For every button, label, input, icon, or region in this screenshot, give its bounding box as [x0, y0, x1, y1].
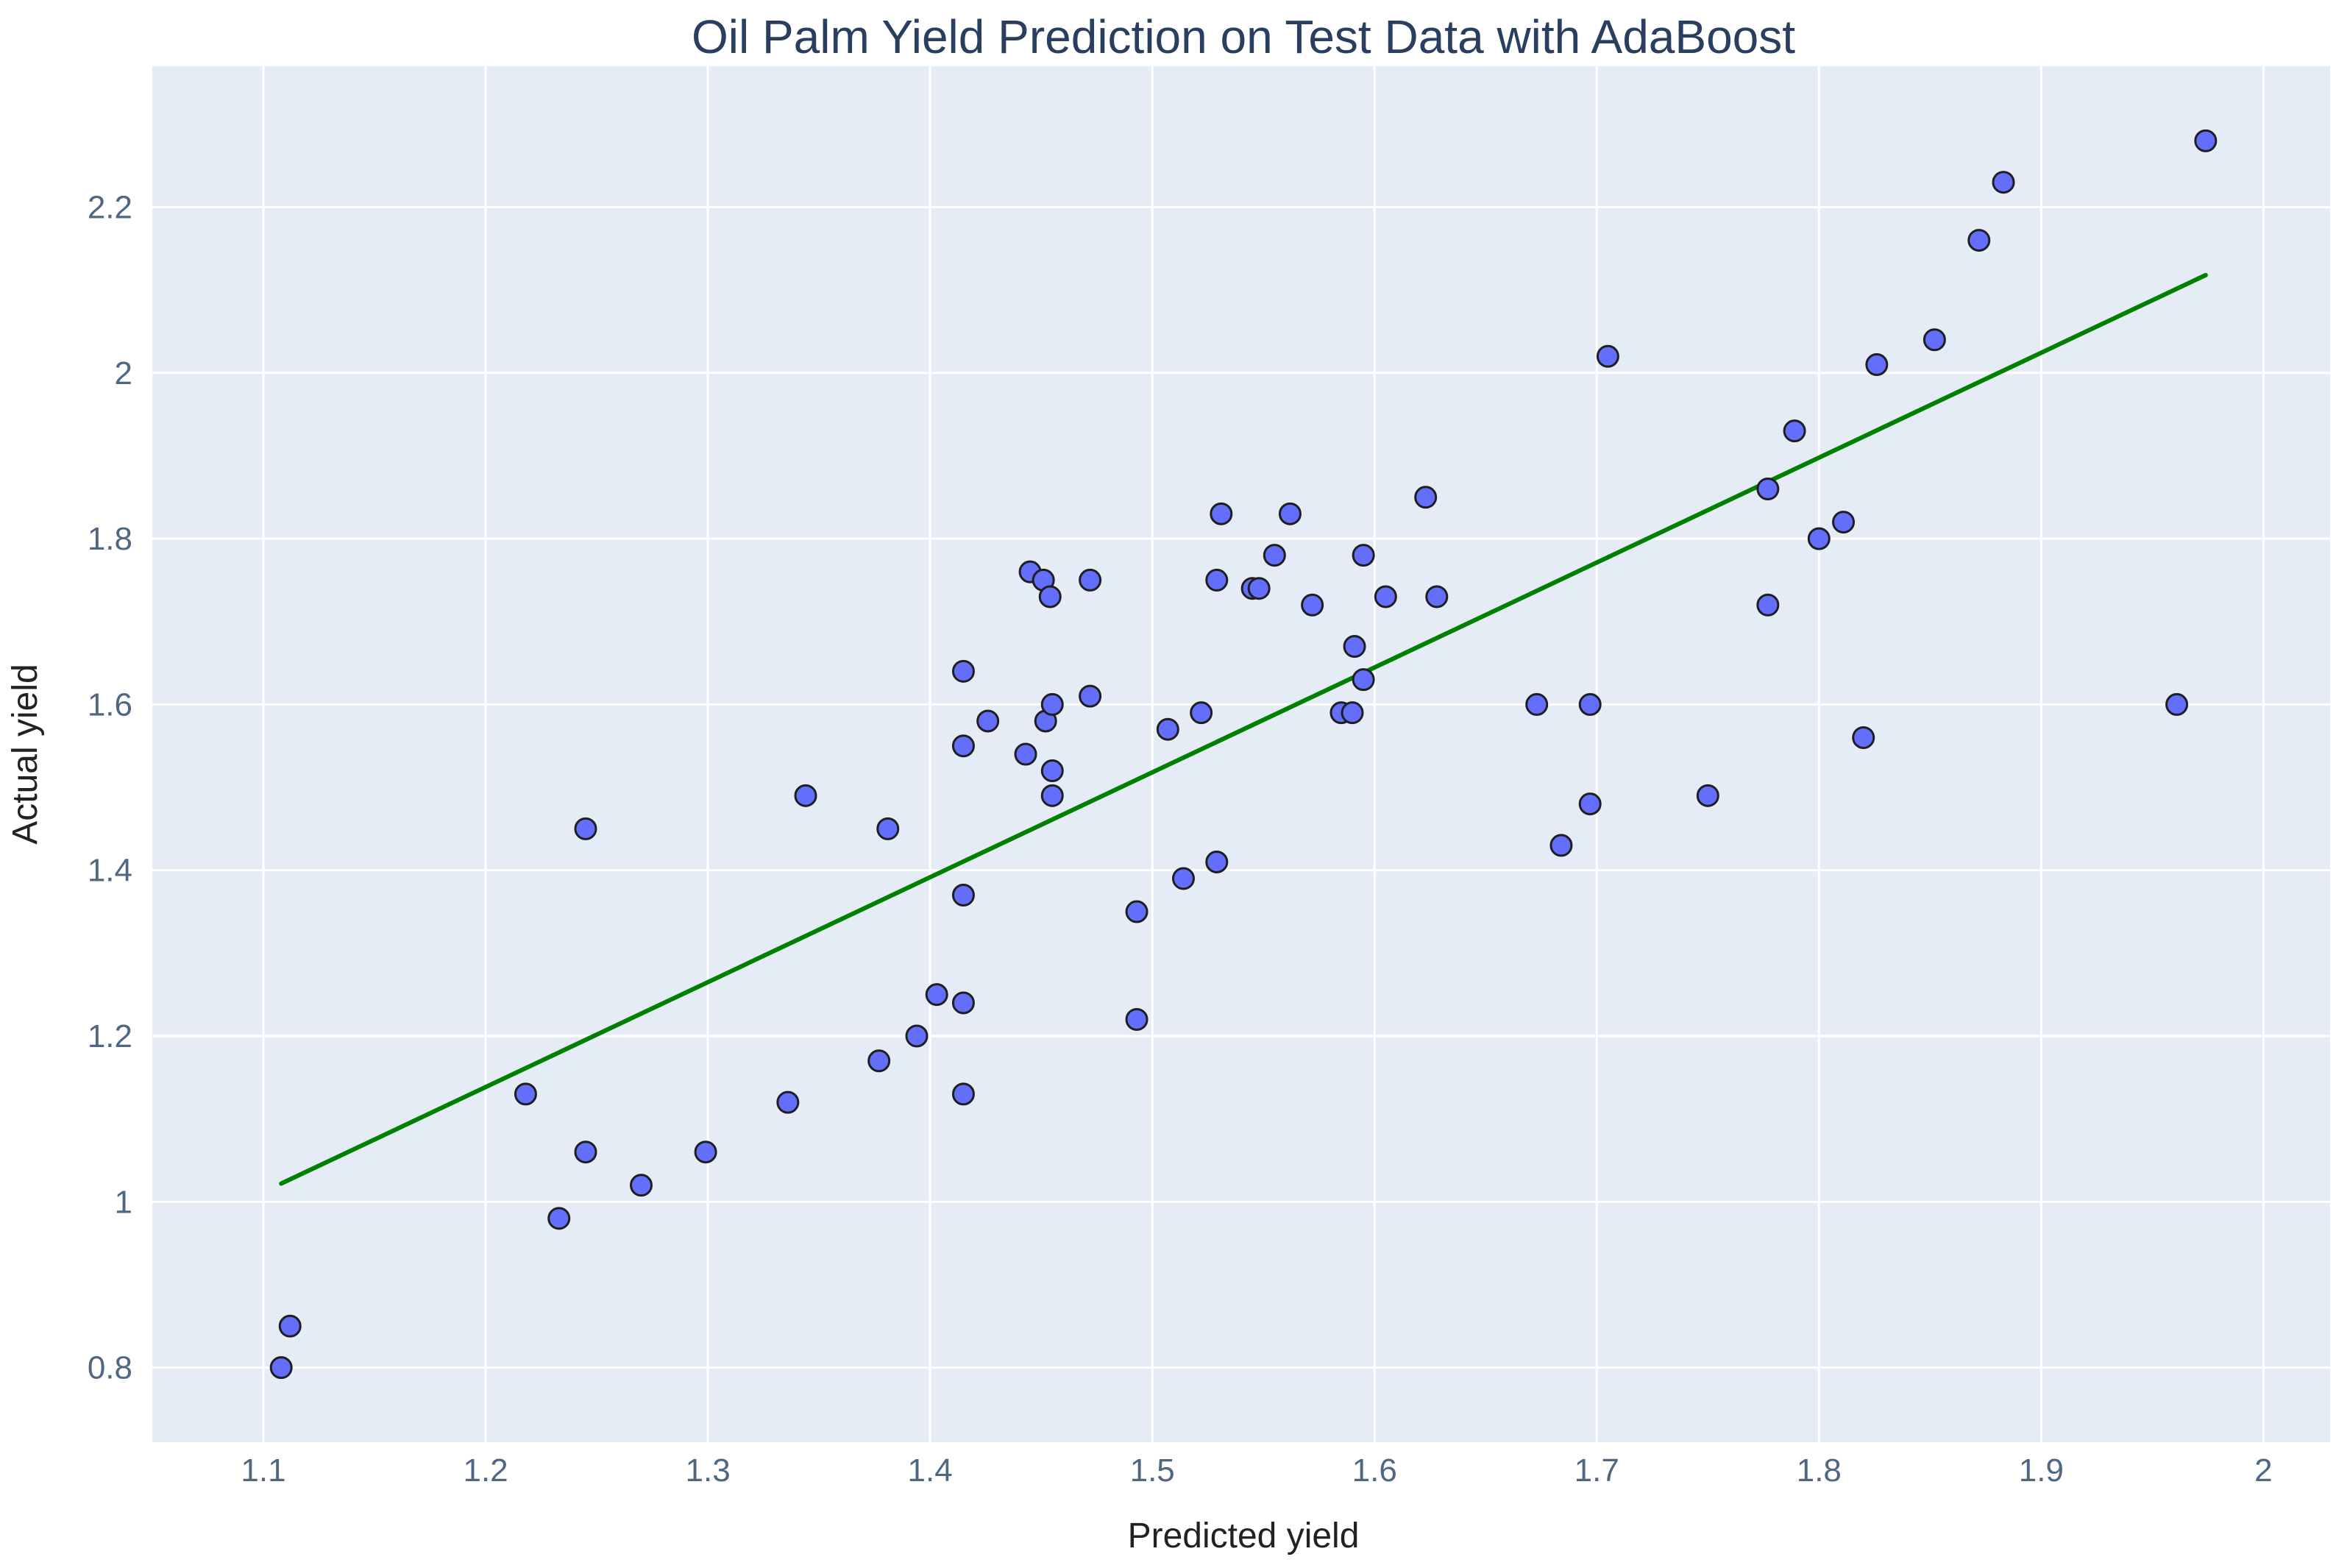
scatter-point — [1525, 692, 1549, 716]
scatter-point — [1079, 684, 1102, 708]
x-tick-label: 1.4 — [908, 1452, 953, 1489]
scatter-point — [1967, 229, 1991, 252]
y-tick-label: 1 — [115, 1184, 132, 1220]
scatter-point — [1414, 486, 1438, 509]
scatter-point — [1125, 900, 1149, 923]
plot-area — [152, 66, 2330, 1442]
scatter-point — [278, 1314, 302, 1338]
scatter-point — [514, 1082, 537, 1106]
x-axis-label: Predicted yield — [1128, 1516, 1360, 1555]
scatter-point — [1247, 577, 1271, 600]
scatter-point — [1852, 726, 1875, 749]
scatter-point — [1125, 1007, 1149, 1031]
scatter-point — [1156, 717, 1179, 741]
x-gridlines — [262, 66, 2265, 1442]
scatter-point — [1756, 478, 1780, 501]
scatter-point — [1352, 544, 1375, 567]
y-axis-label: Actual yield — [6, 664, 45, 844]
regression-line-layer — [279, 272, 2208, 1186]
scatter-point — [1352, 668, 1375, 692]
scatter-point — [629, 1174, 653, 1197]
y-tick-label: 1.8 — [88, 521, 132, 557]
scatter-point — [1278, 502, 1302, 525]
scatter-point — [976, 709, 1000, 733]
y-tick-label: 1.6 — [88, 687, 132, 723]
scatter-point — [574, 1140, 597, 1164]
scatter-point — [1341, 701, 1364, 725]
scatter-point — [951, 659, 975, 683]
chart-title: Oil Palm Yield Prediction on Test Data w… — [692, 10, 1795, 63]
x-tick-label: 1.7 — [1575, 1452, 1619, 1489]
scatter-point — [1040, 692, 1064, 716]
scatter-point — [1014, 742, 1037, 766]
scatter-point — [905, 1024, 929, 1048]
scatter-point — [1263, 544, 1286, 567]
scatter-point — [547, 1207, 571, 1230]
scatter-point — [1210, 502, 1233, 525]
scatter-point — [867, 1049, 891, 1073]
scatter-point — [951, 884, 975, 907]
x-tick-label: 1.2 — [463, 1452, 508, 1489]
y-tick-label: 2 — [115, 355, 132, 391]
scatter-point — [951, 991, 975, 1015]
x-tick-label: 1.1 — [241, 1452, 285, 1489]
scatter-point — [1038, 585, 1062, 609]
fit-line — [279, 272, 2208, 1186]
scatter-point — [1040, 784, 1064, 807]
scatter-point — [694, 1140, 717, 1164]
x-axis-ticks: 1.1 1.2 1.3 1.4 1.5 1.6 1.7 1.8 1.9 2 — [241, 1452, 2272, 1489]
scatter-point — [1807, 527, 1831, 550]
y-tick-label: 1.4 — [88, 853, 132, 889]
data-points — [269, 129, 2218, 1380]
scatter-point — [1374, 585, 1397, 609]
y-axis-ticks: 0.8 1 1.2 1.4 1.6 1.8 2 2.2 — [88, 190, 132, 1386]
scatter-point — [269, 1356, 293, 1380]
scatter-point — [574, 817, 597, 840]
scatter-point — [1301, 593, 1324, 617]
y-tick-label: 1.2 — [88, 1018, 132, 1054]
scatter-point — [1205, 568, 1229, 592]
scatter-point — [2194, 129, 2218, 152]
x-tick-label: 1.3 — [686, 1452, 731, 1489]
scatter-point — [794, 784, 817, 807]
scatter-point — [1923, 328, 1946, 352]
scatter-point — [925, 983, 948, 1007]
scatter-point — [876, 817, 900, 840]
x-tick-label: 1.6 — [1352, 1452, 1397, 1489]
x-tick-label: 2 — [2254, 1452, 2272, 1489]
y-gridlines — [152, 206, 2330, 1369]
scatter-point — [951, 1082, 975, 1106]
scatter-point — [1696, 784, 1719, 807]
scatter-point — [776, 1090, 800, 1114]
scatter-point — [1549, 834, 1573, 857]
scatter-point — [1190, 701, 1213, 725]
x-tick-label: 1.9 — [2019, 1452, 2064, 1489]
y-tick-label: 2.2 — [88, 190, 132, 226]
scatter-point — [1171, 867, 1195, 890]
scatter-point — [1992, 171, 2015, 194]
scatter-point — [1756, 593, 1780, 617]
x-tick-label: 1.8 — [1797, 1452, 1842, 1489]
scatter-point — [1578, 792, 1602, 816]
scatter-point — [1596, 344, 1619, 368]
x-tick-label: 1.5 — [1130, 1452, 1175, 1489]
scatter-point — [1425, 585, 1449, 609]
scatter-point — [1205, 850, 1229, 873]
scatter-point — [951, 734, 975, 758]
scatter-point — [1783, 419, 1806, 443]
scatter-point — [2165, 692, 2189, 716]
y-tick-label: 0.8 — [88, 1350, 132, 1386]
scatter-point — [1832, 511, 1856, 534]
scatter-point — [1578, 692, 1602, 716]
scatter-point — [1343, 635, 1366, 659]
scatter-point — [1040, 759, 1064, 783]
scatter-point — [1865, 353, 1889, 377]
scatter-point — [1079, 568, 1102, 592]
